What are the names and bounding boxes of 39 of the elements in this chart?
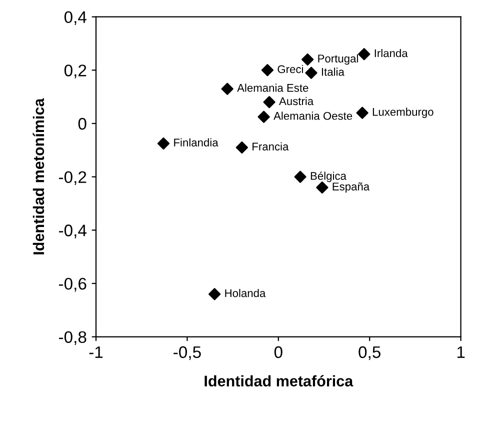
point [157, 137, 170, 150]
y-axis-title: Identidad metonímica [32, 98, 44, 254]
y-tick-label: 0 [78, 118, 86, 130]
annotation: Austria [279, 96, 314, 106]
point [305, 66, 318, 79]
annotation: Alemania Este [237, 84, 308, 92]
annotation: Bélgica [310, 172, 346, 182]
x-tick-label: 0,5 [358, 346, 380, 360]
annotation: Luxemburgo [372, 108, 434, 118]
point [302, 53, 314, 66]
y-tick-label: -0,6 [58, 278, 86, 292]
point [236, 141, 248, 154]
y-tick-label: 0,4 [64, 11, 86, 26]
point [358, 48, 370, 60]
point [294, 170, 306, 183]
x-tick-label: 0 [274, 346, 282, 358]
y-tick-label: -0,4 [58, 224, 86, 238]
x-tick-label: -0,5 [174, 346, 201, 360]
annotation: Francia [252, 142, 289, 150]
x-axis-title: Identidad metafórica [204, 375, 354, 386]
point [221, 82, 234, 95]
y-tick-label: -0,2 [58, 171, 86, 185]
point [258, 110, 270, 123]
point [261, 64, 274, 76]
annotation: Holanda [225, 288, 266, 298]
annotation: España [332, 182, 370, 193]
point [263, 96, 276, 108]
annotation: Portugal [318, 54, 358, 65]
annotation: Greci [278, 64, 303, 74]
point [208, 288, 221, 300]
y-tick-label: -0,8 [58, 331, 86, 345]
y-tick-label: 0,2 [64, 64, 86, 78]
annotation: Finlandia [174, 138, 218, 146]
annotation: Alemania Oeste [274, 112, 352, 120]
annotation: Italia [322, 68, 344, 76]
point [356, 106, 368, 119]
x-tick-label: 1 [457, 346, 465, 358]
x-tick-label: -1 [89, 346, 103, 358]
annotation: Irlanda [374, 48, 408, 58]
